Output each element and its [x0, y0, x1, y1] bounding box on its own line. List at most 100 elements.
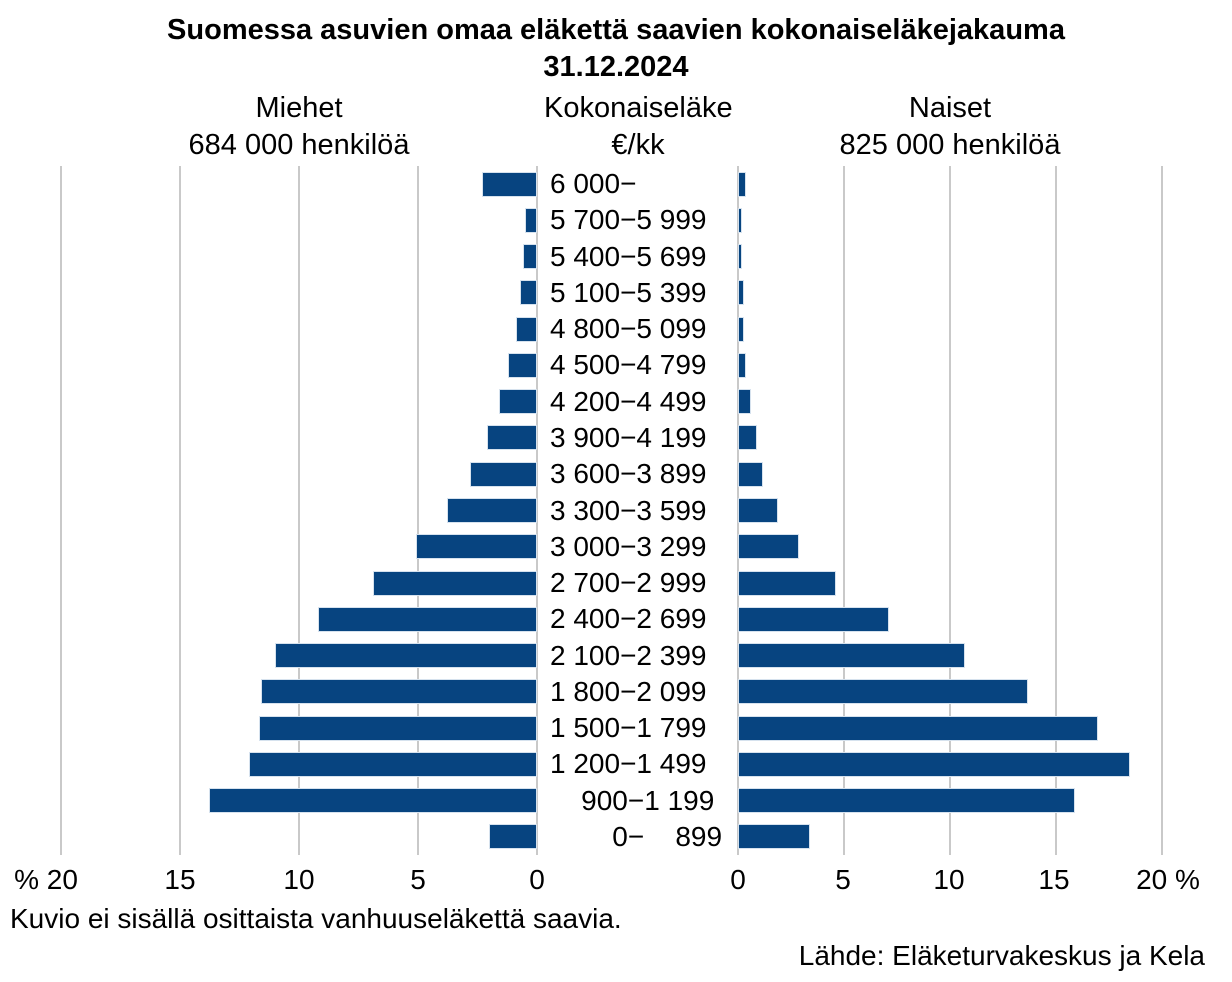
- x-axis-tick-right: 10: [933, 864, 965, 895]
- gridline: [298, 166, 300, 855]
- men-bar: [258, 715, 537, 741]
- women-bar-row: [738, 492, 1162, 528]
- men-bar-rows: [61, 166, 537, 855]
- pension-range-label: 5 100−5 399: [550, 276, 707, 308]
- gridline: [1055, 166, 1057, 855]
- women-bar: [738, 280, 745, 306]
- men-bar-row: [61, 783, 537, 819]
- pension-range-label: 0− 899: [550, 820, 723, 852]
- pension-range-label: 3 900−4 199: [550, 421, 707, 453]
- men-bar-row: [61, 202, 537, 238]
- women-bar-row: [738, 311, 1162, 347]
- men-bar-row: [61, 456, 537, 492]
- men-bar-row: [61, 529, 537, 565]
- pension-range-labels: 6 000− 5 700−5 999 5 400−5 699 5 100−5 399 4…: [550, 166, 732, 855]
- pension-range-label: 4 200−4 499: [550, 385, 707, 417]
- men-header-label: Miehet: [255, 92, 343, 124]
- men-bar-row: [61, 565, 537, 601]
- men-bar: [318, 606, 537, 632]
- gridline: [949, 166, 951, 855]
- men-bar-row: [61, 275, 537, 311]
- x-axis-tick-left: 5: [410, 864, 426, 895]
- men-bar: [482, 171, 537, 197]
- women-bar-row: [738, 601, 1162, 637]
- men-bar: [520, 280, 537, 306]
- x-axis-tick-right: 5: [835, 864, 851, 895]
- women-bar: [738, 570, 836, 596]
- men-bar-row: [61, 819, 537, 855]
- gridline: [536, 166, 538, 855]
- men-bar-row: [61, 384, 537, 420]
- women-bar-row: [738, 384, 1162, 420]
- men-bar: [372, 570, 537, 596]
- men-bar: [446, 498, 537, 524]
- women-bar-row: [738, 710, 1162, 746]
- pension-range-label: 4 500−4 799: [550, 349, 707, 381]
- women-bar-row: [738, 275, 1162, 311]
- gridline: [843, 166, 845, 855]
- pension-range-label: 6 000−: [550, 168, 637, 200]
- women-bar: [738, 244, 743, 270]
- x-axis-tick-left: 10: [283, 864, 315, 895]
- x-axis-tick-left: % 20: [14, 864, 78, 895]
- women-bar: [738, 207, 743, 233]
- women-bar: [738, 316, 745, 342]
- chart-title-date: 31.12.2024: [543, 51, 689, 83]
- women-bar: [738, 679, 1029, 705]
- men-bar: [525, 207, 537, 233]
- footnote: Kuvio ei sisällä osittaista vanhuuseläke…: [10, 903, 622, 934]
- women-bar: [738, 715, 1099, 741]
- men-bar-row: [61, 347, 537, 383]
- women-bar-row: [738, 347, 1162, 383]
- gridline: [179, 166, 181, 855]
- women-bar: [738, 498, 779, 524]
- chart-title-line1: Suomessa asuvien omaa eläkettä saavien k…: [167, 14, 1065, 46]
- gridline: [417, 166, 419, 855]
- men-bar: [487, 425, 537, 451]
- pension-range-label: 4 800−5 099: [550, 313, 707, 345]
- x-axis-tick-right: 20 %: [1136, 864, 1200, 895]
- women-bar: [738, 788, 1076, 814]
- men-bar: [208, 788, 537, 814]
- pension-range-label: 3 000−3 299: [550, 530, 707, 562]
- source-credit: Lähde: Eläketurvakeskus ja Kela: [798, 940, 1205, 971]
- women-bar-row: [738, 674, 1162, 710]
- men-bar-row: [61, 166, 537, 202]
- men-bar-row: [61, 674, 537, 710]
- men-bar: [260, 679, 537, 705]
- women-bar-row: [738, 202, 1162, 238]
- men-header: Miehet 684 000 henkilöä: [61, 90, 537, 164]
- men-bar-row: [61, 492, 537, 528]
- men-bar: [470, 461, 537, 487]
- gridline: [60, 166, 62, 855]
- women-bar-row: [738, 783, 1162, 819]
- x-axis-tick-right: 0: [730, 864, 746, 895]
- women-bar: [738, 352, 747, 378]
- women-bar-rows: [738, 166, 1162, 855]
- men-bars-panel: [60, 166, 538, 855]
- men-bar: [415, 534, 537, 560]
- x-axis-tick-right: 15: [1038, 864, 1070, 895]
- men-bar-row: [61, 710, 537, 746]
- women-bar: [738, 824, 811, 850]
- women-bar: [738, 606, 889, 632]
- men-header-count: 684 000 henkilöä: [188, 129, 410, 161]
- women-header-label: Naiset: [908, 92, 992, 124]
- center-axis-unit: €/kk: [611, 129, 665, 161]
- men-bar: [515, 316, 537, 342]
- pension-range-label: 1 800−2 099: [550, 675, 707, 707]
- women-bar-row: [738, 529, 1162, 565]
- men-bar: [522, 244, 537, 270]
- pension-range-label: 5 400−5 699: [550, 240, 707, 272]
- women-bar: [738, 389, 751, 415]
- gridline: [1161, 166, 1163, 855]
- women-bar-row: [738, 637, 1162, 673]
- men-bar-row: [61, 311, 537, 347]
- men-bar-row: [61, 746, 537, 782]
- women-bar: [738, 534, 800, 560]
- men-bar: [275, 643, 537, 669]
- center-axis-title: Kokonaiseläke: [544, 92, 733, 124]
- chart-title: Suomessa asuvien omaa eläkettä saavien k…: [0, 12, 1232, 86]
- women-bar-row: [738, 456, 1162, 492]
